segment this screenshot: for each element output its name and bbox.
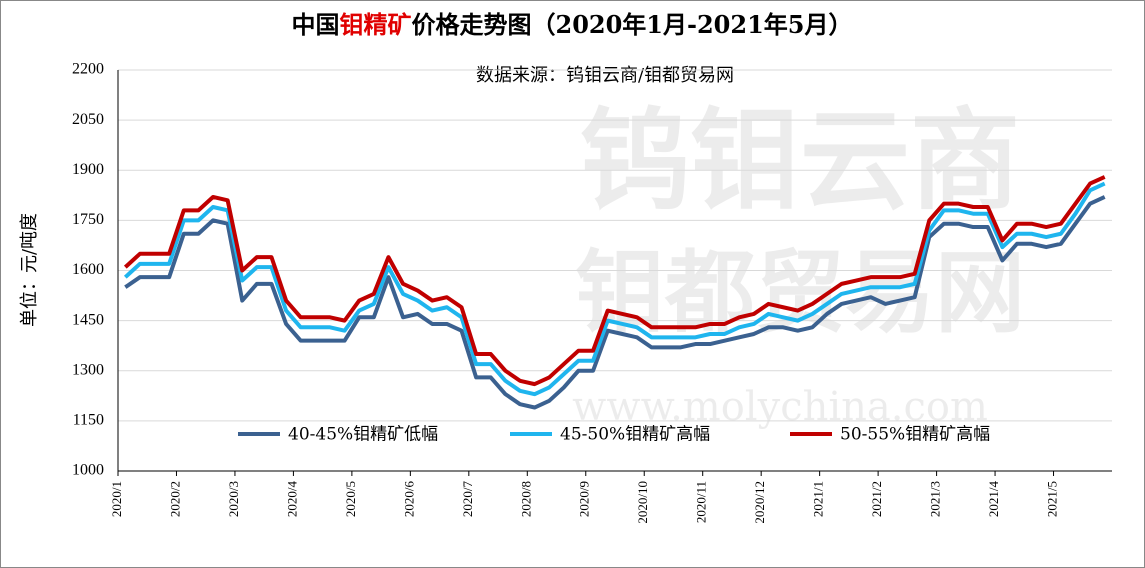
x-tick-label: 2021/5 xyxy=(1045,481,1060,517)
series-line xyxy=(124,195,1106,410)
series-line xyxy=(123,181,1106,397)
x-tick-label: 2020/11 xyxy=(694,481,709,523)
series-line xyxy=(123,175,1106,387)
y-tick-label: 1750 xyxy=(72,211,104,228)
x-tick-label: 2020/12 xyxy=(752,481,767,524)
x-tick-label: 2020/2 xyxy=(167,481,182,517)
x-tick-label: 2021/2 xyxy=(869,481,884,517)
watermark: 钨钼云商 钼都贸易网 www.molychina.com xyxy=(572,96,1025,430)
watermark-3: www.molychina.com xyxy=(572,384,988,430)
y-tick-label: 2200 xyxy=(72,61,104,78)
x-tick-label: 2020/3 xyxy=(226,481,241,517)
x-tick-label: 2021/3 xyxy=(928,481,943,517)
x-tick-label: 2020/10 xyxy=(635,481,650,524)
y-axis-label: 单位：元/吨度 xyxy=(19,213,40,327)
title-part: 钼精矿 xyxy=(340,10,412,39)
legend-label: 50-55%钼精矿高幅 xyxy=(840,425,990,445)
x-tick-label: 2020/8 xyxy=(518,481,533,517)
legend-label: 45-50%钼精矿高幅 xyxy=(560,425,710,445)
y-tick-label: 2050 xyxy=(72,111,104,128)
y-tick-label: 1300 xyxy=(72,361,104,378)
title-part: 价格走势图（2020年1月-2021年5月） xyxy=(412,10,853,39)
x-tick-label: 2021/4 xyxy=(986,481,1001,518)
y-tick-label: 1150 xyxy=(73,412,104,429)
y-tick-label: 1900 xyxy=(72,161,104,178)
x-tick-label: 2020/1 xyxy=(109,481,124,517)
y-tick-label: 1450 xyxy=(72,311,104,328)
x-tick-label: 2020/7 xyxy=(460,481,475,518)
subtitle: 数据来源：钨钼云商/钼都贸易网 xyxy=(476,65,734,86)
x-tick-label: 2020/9 xyxy=(577,481,592,517)
x-tick-label: 2020/4 xyxy=(284,481,299,518)
legend-label: 40-45%钼精矿低幅 xyxy=(288,425,438,445)
y-tick-label: 1000 xyxy=(72,462,104,479)
x-tick-label: 2020/6 xyxy=(401,481,416,518)
x-tick-label: 2020/5 xyxy=(343,481,358,517)
chart-title: 中国钼精矿价格走势图（2020年1月-2021年5月） xyxy=(292,10,853,39)
x-tick-label: 2021/1 xyxy=(811,481,826,517)
title-part: 中国 xyxy=(292,10,340,39)
y-tick-label: 1600 xyxy=(72,261,104,278)
